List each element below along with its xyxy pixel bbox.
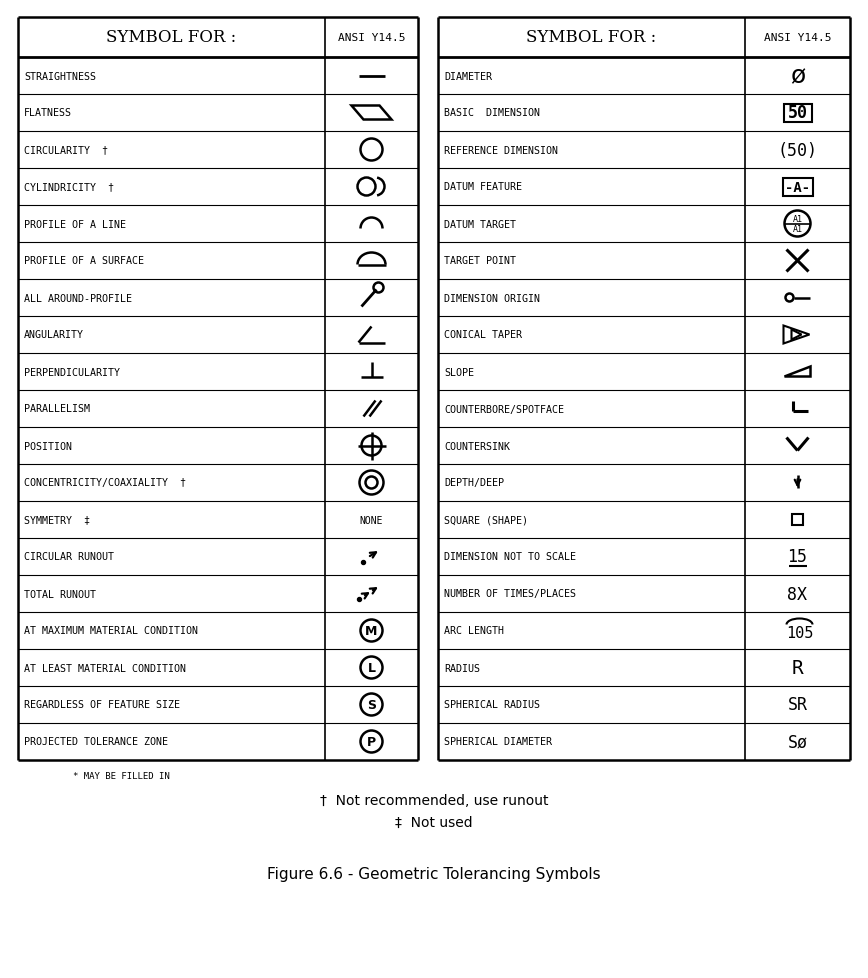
Text: NUMBER OF TIMES/PLACES: NUMBER OF TIMES/PLACES: [444, 589, 576, 599]
Text: A1: A1: [792, 225, 803, 234]
Text: 8X: 8X: [787, 585, 807, 602]
Text: †  Not recommended, use runout: † Not recommended, use runout: [319, 793, 549, 807]
Text: CONICAL TAPER: CONICAL TAPER: [444, 331, 522, 340]
Text: SYMBOL FOR :: SYMBOL FOR :: [526, 29, 656, 46]
Text: DIAMETER: DIAMETER: [444, 71, 492, 81]
Text: POSITION: POSITION: [24, 441, 72, 451]
Text: CYLINDRICITY  †: CYLINDRICITY †: [24, 182, 114, 193]
Text: A1: A1: [792, 215, 803, 224]
Text: PERPENDICULARITY: PERPENDICULARITY: [24, 367, 120, 378]
Bar: [782, 178, 812, 197]
Text: REFERENCE DIMENSION: REFERENCE DIMENSION: [444, 146, 558, 156]
Text: TARGET POINT: TARGET POINT: [444, 256, 516, 266]
Text: PROJECTED TOLERANCE ZONE: PROJECTED TOLERANCE ZONE: [24, 736, 168, 747]
Text: REGARDLESS OF FEATURE SIZE: REGARDLESS OF FEATURE SIZE: [24, 700, 180, 710]
Text: PROFILE OF A LINE: PROFILE OF A LINE: [24, 219, 126, 229]
Text: 105: 105: [786, 625, 813, 641]
Text: * MAY BE FILLED IN: * MAY BE FILLED IN: [73, 772, 170, 780]
Text: ‡  Not used: ‡ Not used: [395, 816, 473, 829]
Text: -A-: -A-: [785, 180, 810, 195]
Text: ø: ø: [790, 65, 806, 88]
Text: SR: SR: [787, 695, 807, 714]
Text: M: M: [365, 624, 378, 638]
Text: NONE: NONE: [359, 515, 384, 525]
Text: SQUARE (SHAPE): SQUARE (SHAPE): [444, 515, 528, 525]
Text: L: L: [367, 661, 376, 674]
Text: BASIC  DIMENSION: BASIC DIMENSION: [444, 109, 540, 118]
Text: SPHERICAL RADIUS: SPHERICAL RADIUS: [444, 700, 540, 710]
Text: SYMMETRY  ‡: SYMMETRY ‡: [24, 515, 90, 525]
Text: PARALLELISM: PARALLELISM: [24, 404, 90, 414]
Text: AT LEAST MATERIAL CONDITION: AT LEAST MATERIAL CONDITION: [24, 663, 186, 673]
Bar: [784, 105, 812, 122]
Text: DIMENSION NOT TO SCALE: DIMENSION NOT TO SCALE: [444, 552, 576, 562]
Text: FLATNESS: FLATNESS: [24, 109, 72, 118]
Text: CIRCULARITY  †: CIRCULARITY †: [24, 146, 108, 156]
Text: PROFILE OF A SURFACE: PROFILE OF A SURFACE: [24, 256, 144, 266]
Text: SYMBOL FOR :: SYMBOL FOR :: [107, 29, 237, 46]
Text: AT MAXIMUM MATERIAL CONDITION: AT MAXIMUM MATERIAL CONDITION: [24, 626, 198, 636]
Text: ANGULARITY: ANGULARITY: [24, 331, 84, 340]
Text: SPHERICAL DIAMETER: SPHERICAL DIAMETER: [444, 736, 552, 747]
Text: RADIUS: RADIUS: [444, 663, 480, 673]
Text: ALL AROUND-PROFILE: ALL AROUND-PROFILE: [24, 293, 132, 303]
Text: Sø: Sø: [787, 733, 807, 751]
Text: ARC LENGTH: ARC LENGTH: [444, 626, 504, 636]
Text: SLOPE: SLOPE: [444, 367, 474, 378]
Text: DATUM FEATURE: DATUM FEATURE: [444, 182, 522, 193]
Text: S: S: [367, 698, 376, 711]
Circle shape: [361, 561, 365, 565]
Text: STRAIGHTNESS: STRAIGHTNESS: [24, 71, 96, 81]
Text: CONCENTRICITY/COAXIALITY  †: CONCENTRICITY/COAXIALITY †: [24, 478, 186, 488]
Text: ANSI Y14.5: ANSI Y14.5: [338, 33, 405, 43]
Text: TOTAL RUNOUT: TOTAL RUNOUT: [24, 589, 96, 599]
Text: DIMENSION ORIGIN: DIMENSION ORIGIN: [444, 293, 540, 303]
Text: 50: 50: [787, 105, 807, 122]
Circle shape: [358, 598, 361, 601]
Text: ANSI Y14.5: ANSI Y14.5: [764, 33, 832, 43]
Text: R: R: [792, 658, 804, 678]
Text: Figure 6.6 - Geometric Tolerancing Symbols: Figure 6.6 - Geometric Tolerancing Symbo…: [267, 867, 601, 881]
Text: DATUM TARGET: DATUM TARGET: [444, 219, 516, 229]
Text: CIRCULAR RUNOUT: CIRCULAR RUNOUT: [24, 552, 114, 562]
Bar: [792, 514, 803, 525]
Text: DEPTH/DEEP: DEPTH/DEEP: [444, 478, 504, 488]
Text: 15: 15: [787, 548, 807, 566]
Text: COUNTERSINK: COUNTERSINK: [444, 441, 510, 451]
Text: P: P: [367, 735, 376, 748]
Text: (50): (50): [778, 142, 818, 159]
Text: COUNTERBORE/SPOTFACE: COUNTERBORE/SPOTFACE: [444, 404, 564, 414]
